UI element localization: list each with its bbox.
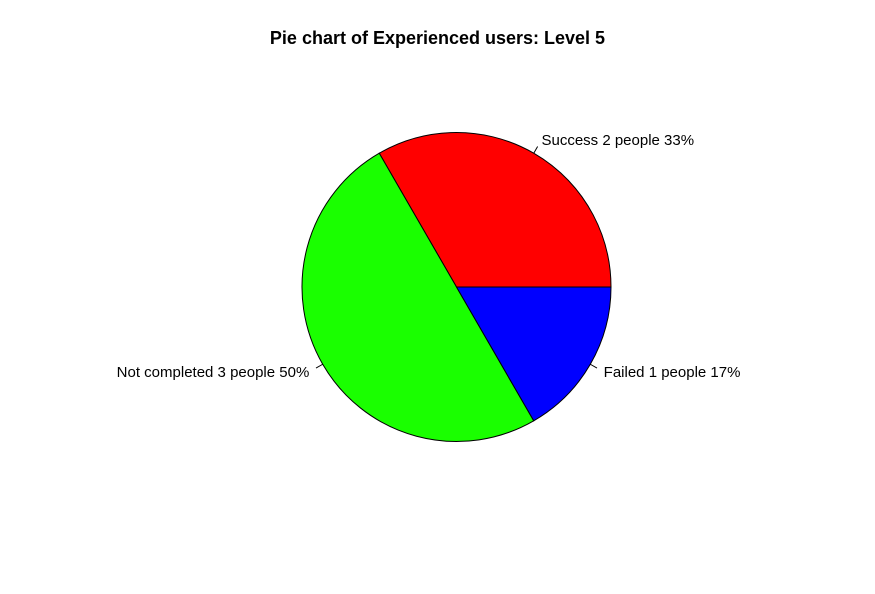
pie-label-1: Not completed 3 people 50% [117, 364, 310, 381]
chart-title: Pie chart of Experienced users: Level 5 [269, 28, 606, 48]
pie-labels: Success 2 people 33% Not completed 3 peop… [117, 132, 741, 381]
pie-slices [301, 132, 612, 442]
pie-label-2: Failed 1 people 17% [604, 364, 741, 381]
pie-label-0: Success 2 people 33% [541, 132, 694, 149]
pie-label-tick-2 [590, 363, 598, 369]
pie-slice-1 [301, 152, 535, 442]
pie-label-tick-1 [315, 363, 323, 369]
pie-label-tick-0 [533, 146, 539, 154]
